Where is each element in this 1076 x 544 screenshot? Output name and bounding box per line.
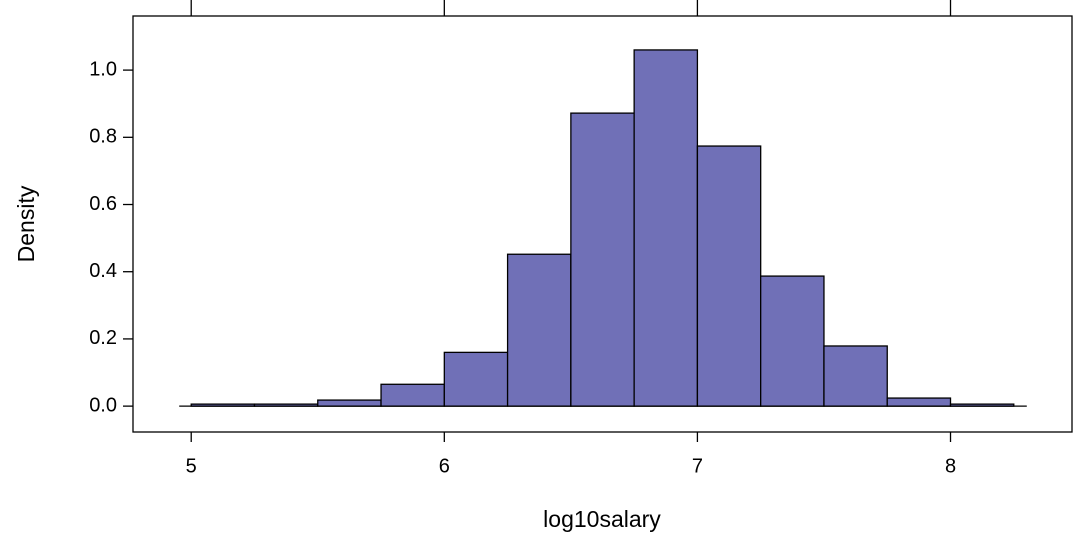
x-tick-label: 8 [945,455,956,477]
y-tick-label: 1.0 [89,58,117,80]
bar [190,403,256,407]
plot-frame [132,15,1073,433]
bar [380,383,445,407]
bar [253,403,319,407]
bar [506,253,572,407]
x-tick-label: 5 [186,455,197,477]
bar [696,145,762,407]
y-tick-label: 0.8 [89,126,117,148]
bar [949,403,1015,407]
bar [443,351,509,407]
x-tick-label: 6 [439,455,450,477]
bar [760,275,825,407]
y-tick-label: 0.0 [89,394,117,416]
bar [823,345,888,407]
x-axis-label: log10salary [543,506,661,532]
bar [317,399,382,407]
y-tick-label: 0.2 [89,327,117,349]
y-tick-label: 0.4 [89,260,117,282]
bar [633,49,699,407]
bar [570,112,635,407]
y-axis-label: Density [13,185,39,262]
bar [886,397,952,407]
y-tick-label: 0.6 [89,193,117,215]
x-tick-label: 7 [692,455,703,477]
